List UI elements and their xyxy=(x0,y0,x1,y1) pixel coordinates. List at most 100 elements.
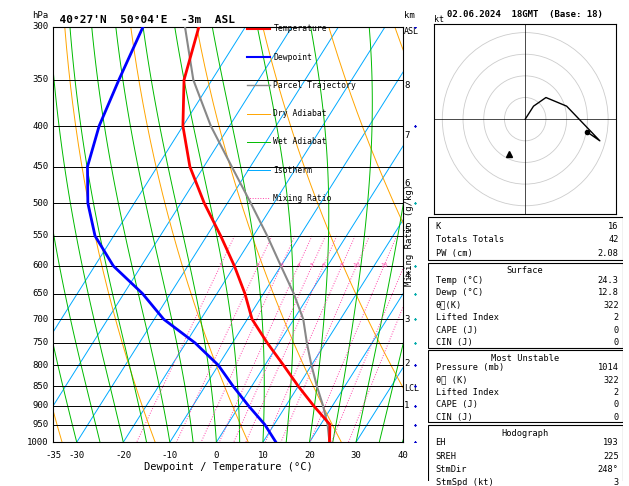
Text: Surface: Surface xyxy=(507,266,543,276)
Text: StmSpd (kt): StmSpd (kt) xyxy=(435,478,493,486)
Text: θᴇ(K): θᴇ(K) xyxy=(435,301,462,310)
Text: 193: 193 xyxy=(603,438,619,447)
Text: StmDir: StmDir xyxy=(435,465,467,474)
Text: Parcel Trajectory: Parcel Trajectory xyxy=(274,81,356,90)
Text: 6: 6 xyxy=(321,263,325,268)
Text: PW (cm): PW (cm) xyxy=(435,249,472,258)
Text: 0: 0 xyxy=(214,451,219,460)
Bar xyxy=(428,217,623,260)
Text: 1000: 1000 xyxy=(26,438,48,447)
Text: CAPE (J): CAPE (J) xyxy=(435,400,477,409)
Text: 16: 16 xyxy=(608,222,619,230)
Text: 42: 42 xyxy=(608,235,619,244)
Text: 900: 900 xyxy=(32,401,48,410)
Text: 650: 650 xyxy=(32,289,48,298)
Text: Temperature: Temperature xyxy=(274,24,327,34)
Text: ASL: ASL xyxy=(404,27,420,36)
Text: kt: kt xyxy=(434,15,444,24)
Text: 550: 550 xyxy=(32,231,48,241)
Text: -10: -10 xyxy=(162,451,178,460)
Text: 5: 5 xyxy=(310,263,314,268)
Text: Pressure (mb): Pressure (mb) xyxy=(435,364,504,372)
Text: SREH: SREH xyxy=(435,451,457,461)
Text: Mixing Ratio: Mixing Ratio xyxy=(274,194,332,203)
Text: 600: 600 xyxy=(32,261,48,270)
Text: EH: EH xyxy=(435,438,446,447)
Text: 0: 0 xyxy=(613,338,619,347)
Text: 3: 3 xyxy=(404,314,409,324)
Text: 6: 6 xyxy=(404,179,409,188)
Text: Temp (°C): Temp (°C) xyxy=(435,276,483,285)
Text: 0: 0 xyxy=(613,400,619,409)
Text: Lifted Index: Lifted Index xyxy=(435,388,499,397)
Y-axis label: Mixing Ratio (g/kg): Mixing Ratio (g/kg) xyxy=(405,183,415,286)
Text: Most Unstable: Most Unstable xyxy=(491,354,559,363)
Text: θᴇ (K): θᴇ (K) xyxy=(435,376,467,385)
Text: 30: 30 xyxy=(350,451,362,460)
Text: 322: 322 xyxy=(603,376,619,385)
Text: 800: 800 xyxy=(32,361,48,370)
Text: 0: 0 xyxy=(613,413,619,422)
Text: 1: 1 xyxy=(404,400,409,410)
Text: 750: 750 xyxy=(32,338,48,347)
Text: 2: 2 xyxy=(256,263,260,268)
Text: -35: -35 xyxy=(45,451,62,460)
Text: 5: 5 xyxy=(404,226,409,235)
Text: 2: 2 xyxy=(613,313,619,322)
Text: Dewp (°C): Dewp (°C) xyxy=(435,288,483,297)
Text: km: km xyxy=(404,12,415,20)
Bar xyxy=(428,425,623,486)
Text: 3: 3 xyxy=(279,263,283,268)
Text: 2: 2 xyxy=(613,388,619,397)
Text: CIN (J): CIN (J) xyxy=(435,338,472,347)
Text: Dewpoint: Dewpoint xyxy=(274,52,313,62)
Text: 10: 10 xyxy=(353,263,360,268)
Text: 20: 20 xyxy=(304,451,315,460)
Text: Lifted Index: Lifted Index xyxy=(435,313,499,322)
Text: 400: 400 xyxy=(32,122,48,131)
Text: 248°: 248° xyxy=(598,465,619,474)
Text: Isotherm: Isotherm xyxy=(274,166,313,174)
X-axis label: Dewpoint / Temperature (°C): Dewpoint / Temperature (°C) xyxy=(143,462,313,472)
Text: Dry Adiabat: Dry Adiabat xyxy=(274,109,327,118)
Text: 02.06.2024  18GMT  (Base: 18): 02.06.2024 18GMT (Base: 18) xyxy=(447,10,603,18)
Text: LCL: LCL xyxy=(404,384,420,393)
Text: Wet Adiabat: Wet Adiabat xyxy=(274,138,327,146)
Bar xyxy=(428,350,623,422)
Text: 3: 3 xyxy=(613,478,619,486)
Text: 8: 8 xyxy=(404,81,409,90)
Text: 4: 4 xyxy=(404,271,409,279)
Text: K: K xyxy=(435,222,441,230)
Text: 500: 500 xyxy=(32,199,48,208)
Text: CAPE (J): CAPE (J) xyxy=(435,326,477,335)
Text: 40°27'N  50°04'E  -3m  ASL: 40°27'N 50°04'E -3m ASL xyxy=(47,15,235,25)
Text: 225: 225 xyxy=(603,451,619,461)
Text: 7: 7 xyxy=(404,131,409,140)
Text: 0: 0 xyxy=(613,326,619,335)
Text: 450: 450 xyxy=(32,162,48,171)
Text: 2: 2 xyxy=(404,359,409,367)
Text: 10: 10 xyxy=(257,451,269,460)
Text: 8: 8 xyxy=(340,263,343,268)
Text: 850: 850 xyxy=(32,382,48,391)
Text: -20: -20 xyxy=(115,451,131,460)
Text: Hodograph: Hodograph xyxy=(501,429,549,437)
Text: 350: 350 xyxy=(32,75,48,85)
Text: 322: 322 xyxy=(603,301,619,310)
Text: 1: 1 xyxy=(218,263,222,268)
Text: 12.8: 12.8 xyxy=(598,288,619,297)
Bar xyxy=(428,263,623,348)
Text: 1014: 1014 xyxy=(598,364,619,372)
Text: 700: 700 xyxy=(32,314,48,324)
Text: 40: 40 xyxy=(397,451,408,460)
Text: hPa: hPa xyxy=(32,12,48,20)
Text: 24.3: 24.3 xyxy=(598,276,619,285)
Text: CIN (J): CIN (J) xyxy=(435,413,472,422)
Text: 15: 15 xyxy=(380,263,387,268)
Text: Totals Totals: Totals Totals xyxy=(435,235,504,244)
Text: 300: 300 xyxy=(32,22,48,31)
Text: -30: -30 xyxy=(69,451,85,460)
Text: 4: 4 xyxy=(296,263,300,268)
Text: 2.08: 2.08 xyxy=(598,249,619,258)
Text: 950: 950 xyxy=(32,420,48,429)
